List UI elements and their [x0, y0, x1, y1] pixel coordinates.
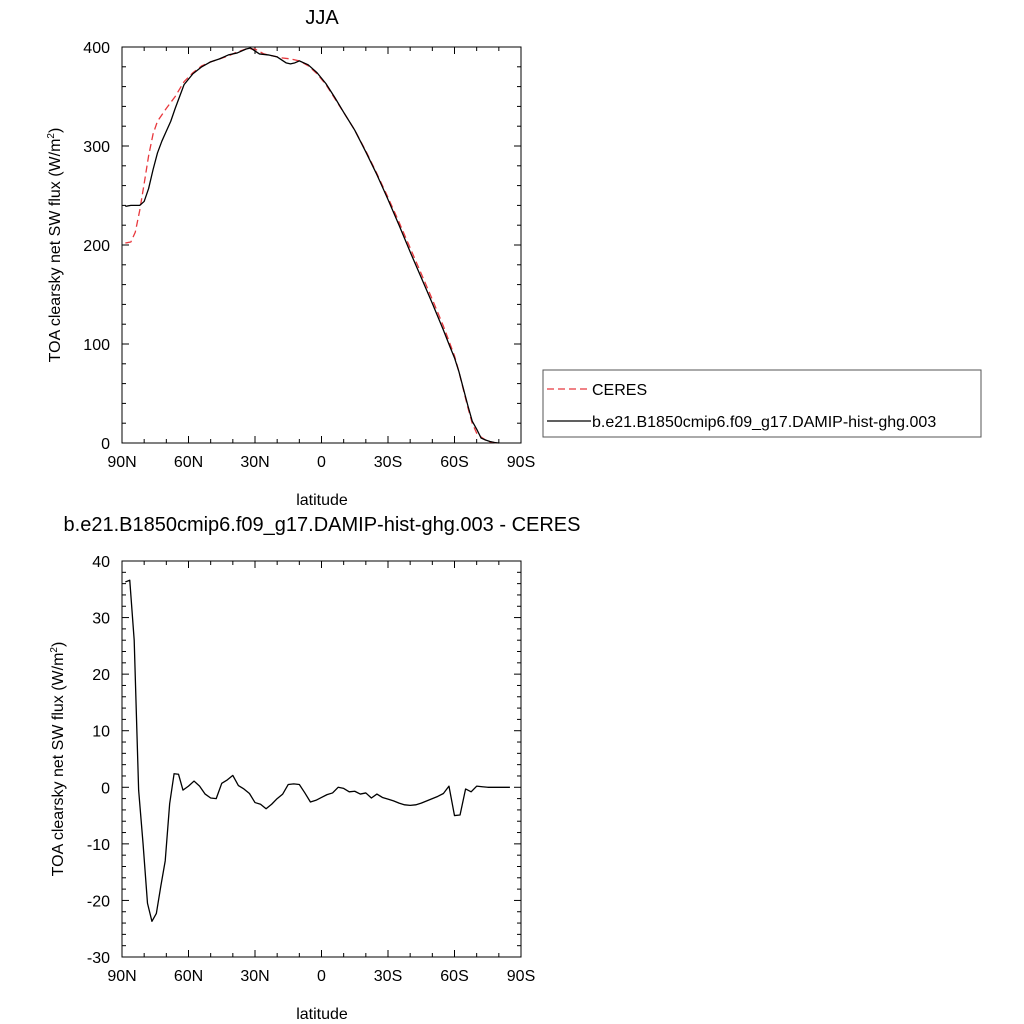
bottom-y-tick-label: 10 — [92, 724, 110, 741]
top-y-axis-label-main: TOA clearsky net SW flux (W/m — [47, 139, 64, 363]
bottom-y-tick-label: 0 — [101, 780, 110, 797]
top-y-axis-label-tail: ) — [47, 128, 64, 133]
top-x-tick-label: 30N — [240, 454, 269, 471]
top-y-tick-label: 400 — [83, 40, 110, 57]
bottom-y-axis-label-sup: 2 — [49, 647, 60, 653]
bottom-x-axis-label: latitude — [296, 1006, 348, 1023]
top-x-tick-label: 60N — [174, 454, 203, 471]
bottom-series-line-0 — [125, 579, 510, 923]
bottom-x-tick-label: 30S — [374, 968, 402, 985]
top-x-tick-label: 0 — [317, 454, 326, 471]
bottom-x-tick-label: 30N — [240, 968, 269, 985]
bottom-y-tick-label: 20 — [92, 667, 110, 684]
bottom-x-tick-label: 90S — [507, 968, 535, 985]
bottom-y-axis-label-tail: ) — [50, 642, 67, 647]
bottom-x-tick-label: 0 — [317, 968, 326, 985]
legend-label-model: b.e21.B1850cmip6.f09_g17.DAMIP-hist-ghg.… — [592, 414, 936, 431]
bottom-y-tick-label: -10 — [87, 837, 110, 854]
legend-label-ceres: CERES — [592, 382, 647, 399]
top-y-axis-label-sup: 2 — [46, 133, 57, 139]
top-x-tick-label: 30S — [374, 454, 402, 471]
bottom-y-tick-label: 40 — [92, 554, 110, 571]
bottom-y-axis-label-main: TOA clearsky net SW flux (W/m — [50, 653, 67, 877]
bottom-panel: b.e21.B1850cmip6.f09_g17.DAMIP-hist-ghg.… — [49, 514, 580, 1023]
bottom-plot-area: 90N 60N 30N 0 30S 60S 90S -30 -20 -10 0 10 20 30 40 — [87, 554, 535, 985]
top-series-line-0 — [125, 48, 499, 444]
bottom-y-axis-label: TOA clearsky net SW flux (W/m2) — [49, 642, 67, 877]
top-y-tick-label: 100 — [83, 337, 110, 354]
bottom-x-tick-label: 90N — [107, 968, 136, 985]
top-x-tick-label: 90N — [107, 454, 136, 471]
bottom-x-tick-label: 60S — [440, 968, 468, 985]
top-y-tick-label: 0 — [101, 436, 110, 453]
bottom-chart-title: b.e21.B1850cmip6.f09_g17.DAMIP-hist-ghg.… — [64, 514, 581, 536]
bottom-y-tick-label: 30 — [92, 611, 110, 628]
top-x-tick-label: 60S — [440, 454, 468, 471]
top-x-axis-label: latitude — [296, 492, 348, 509]
top-plot-area: 90N 60N 30N 0 30S 60S 90S 0 100 200 300 400 — [83, 40, 535, 471]
top-series-line-1 — [125, 47, 499, 444]
top-x-tick-label: 90S — [507, 454, 535, 471]
top-plot-frame — [121, 46, 522, 444]
top-chart-title: JJA — [305, 7, 339, 29]
bottom-x-tick-label: 60N — [174, 968, 203, 985]
legend: CERES b.e21.B1850cmip6.f09_g17.DAMIP-his… — [542, 369, 982, 438]
top-y-tick-label: 200 — [83, 238, 110, 255]
bottom-y-tick-label: -20 — [87, 893, 110, 910]
legend-box — [542, 369, 982, 438]
top-y-axis-label: TOA clearsky net SW flux (W/m2) — [46, 128, 64, 363]
bottom-y-tick-label: -30 — [87, 950, 110, 967]
bottom-plot-frame — [121, 560, 522, 958]
top-y-tick-label: 300 — [83, 139, 110, 156]
top-panel: JJA 90N 60N 30N 0 30S 60S 90S 0 100 200 300 400 lat… — [46, 7, 982, 509]
